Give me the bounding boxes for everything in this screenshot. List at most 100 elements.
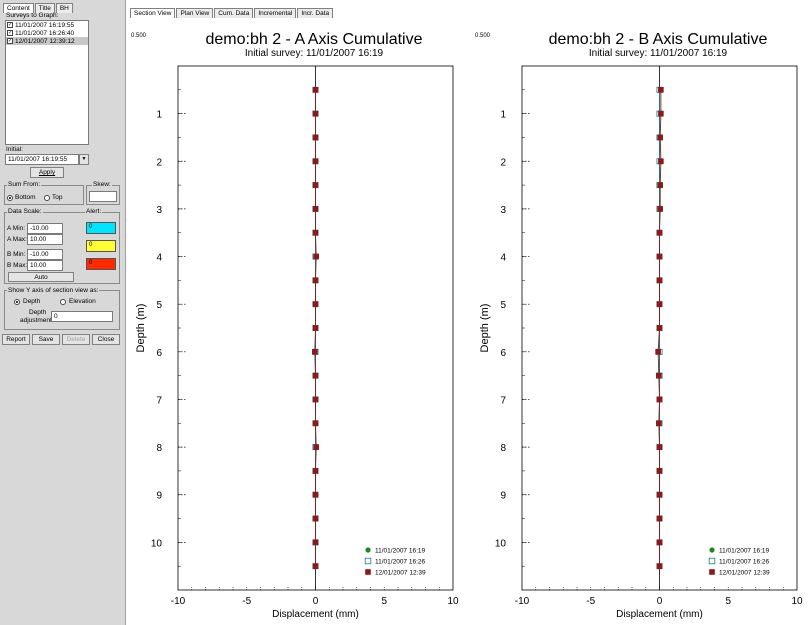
left-tab-row: Content Title BH <box>3 3 74 13</box>
report-button[interactable]: Report <box>2 334 30 345</box>
b-max-input[interactable]: 10.00 <box>27 260 63 271</box>
y-tick-label: 10 <box>495 538 507 549</box>
view-tab-bar: Section View Plan View Cum. Data Increme… <box>127 0 812 18</box>
y-tick-label: 4 <box>156 253 162 264</box>
y-tick-label: 2 <box>500 157 506 168</box>
legend-label: 12/01/2007 12:39 <box>719 570 770 577</box>
tab-cum-data[interactable]: Cum. Data <box>214 8 254 18</box>
a-max-input[interactable]: 10.00 <box>27 234 63 245</box>
chart-title: demo:bh 2 - A Axis Cumulative <box>206 31 423 48</box>
y-tick-label: 3 <box>500 205 506 216</box>
delete-button[interactable]: Delete <box>62 334 90 345</box>
data-point <box>656 325 663 331</box>
data-point <box>313 253 319 260</box>
x-tick-label: 10 <box>447 596 459 607</box>
y-tick-label: 5 <box>156 300 162 311</box>
checkbox-icon[interactable]: ✓ <box>7 22 13 28</box>
x-tick-label: -10 <box>171 596 186 607</box>
survey-item-3[interactable]: ✓ 12/01/2007 12:39:12 <box>6 37 88 45</box>
tab-section-view[interactable]: Section View <box>130 8 176 18</box>
data-point <box>312 206 319 212</box>
legend-marker <box>365 547 371 553</box>
survey-item-label: 11/01/2007 16:19:55 <box>15 21 75 29</box>
alert-label: Alert: <box>85 208 103 216</box>
data-point <box>312 325 319 331</box>
y-tick-label: 6 <box>500 348 506 359</box>
depth-adjustment-input[interactable]: 0 <box>51 311 113 322</box>
chart-title: demo:bh 2 - B Axis Cumulative <box>549 31 768 48</box>
sum-from-bottom-radio[interactable] <box>7 195 13 201</box>
x-tick-label: 10 <box>791 596 803 607</box>
data-point <box>312 182 319 188</box>
surveys-list[interactable]: ✓ 11/01/2007 16:19:55 ✓ 11/01/2007 16:26… <box>5 20 89 145</box>
y-tick-label: 2 <box>156 157 162 168</box>
tab-content[interactable]: Content <box>3 3 34 13</box>
b-min-input[interactable]: -10.00 <box>27 249 63 260</box>
close-button[interactable]: Close <box>92 334 120 345</box>
y-tick-label: 3 <box>156 205 162 216</box>
data-point <box>658 158 664 165</box>
data-point <box>312 349 318 355</box>
alert-level-2[interactable]: 0 <box>86 240 116 252</box>
data-point <box>312 301 319 307</box>
corner-label: 0.500 <box>131 33 147 39</box>
checkbox-icon[interactable]: ✓ <box>7 30 13 36</box>
y-tick-label: 6 <box>156 348 162 359</box>
legend-marker <box>365 569 371 575</box>
depth-adjustment-label-1: Depth <box>29 309 47 316</box>
data-point <box>657 182 663 188</box>
tab-incremental[interactable]: Incremental <box>254 8 297 18</box>
chevron-down-icon[interactable]: ▼ <box>79 154 89 165</box>
y-tick-label: 8 <box>500 443 506 454</box>
apply-button[interactable]: Apply <box>30 167 64 178</box>
a-min-input[interactable]: -10.00 <box>27 223 63 234</box>
data-point <box>656 563 663 569</box>
x-axis-label: Displacement (mm) <box>272 609 359 620</box>
x-tick-label: -5 <box>242 596 251 607</box>
sum-from-label: Sum From: <box>7 181 42 189</box>
chart-b-axis: 0.500 demo:bh 2 - B Axis CumulativeInitia… <box>475 31 803 620</box>
data-point <box>656 539 663 546</box>
b-max-label: B Max: <box>7 262 28 269</box>
tab-bh[interactable]: BH <box>55 3 73 13</box>
y-tick-label: 7 <box>500 395 506 406</box>
y-axis-elevation-radio[interactable] <box>60 299 66 305</box>
legend-label: 12/01/2007 12:39 <box>375 570 426 577</box>
data-point <box>312 372 319 379</box>
surveys-label: Surveys to Graph: <box>6 12 59 19</box>
data-point <box>656 491 663 498</box>
tab-incr-data[interactable]: Incr. Data <box>297 8 334 18</box>
checkbox-icon[interactable]: ✓ <box>7 38 13 44</box>
y-tick-label: 1 <box>500 110 506 121</box>
y-axis-elevation-label: Elevation <box>69 298 96 305</box>
x-axis-label: Displacement (mm) <box>616 609 703 620</box>
save-button[interactable]: Save <box>32 334 60 345</box>
auto-button[interactable]: Auto <box>8 272 74 282</box>
data-point <box>656 277 663 284</box>
data-point <box>658 110 664 117</box>
y-axis-depth-radio[interactable] <box>14 299 20 305</box>
tab-plan-view[interactable]: Plan View <box>176 8 214 18</box>
y-tick-label: 4 <box>500 253 506 264</box>
alert-level-1[interactable]: 0 <box>86 222 116 234</box>
data-scale-label: Data Scale: <box>7 208 43 216</box>
data-point <box>312 134 319 141</box>
y-tick-label: 10 <box>151 538 163 549</box>
sum-from-top-radio[interactable] <box>44 195 50 201</box>
skew-input[interactable] <box>89 191 117 202</box>
survey-item-2[interactable]: ✓ 11/01/2007 16:26:40 <box>6 29 88 37</box>
data-point <box>312 396 319 403</box>
y-axis-depth-label: Depth <box>23 298 41 305</box>
data-point <box>656 396 663 403</box>
data-point <box>658 87 664 93</box>
tab-title[interactable]: Title <box>34 3 55 13</box>
b-min-label: B Min: <box>7 251 26 258</box>
data-point <box>656 444 663 450</box>
data-point <box>655 349 661 355</box>
survey-item-1[interactable]: ✓ 11/01/2007 16:19:55 <box>6 21 88 29</box>
initial-select[interactable]: 11/01/2007 16:19:55 <box>5 154 79 165</box>
y-tick-label: 5 <box>500 300 506 311</box>
alert-level-3[interactable]: 0 <box>86 258 116 270</box>
legend-marker <box>709 547 715 553</box>
x-tick-label: 0 <box>657 596 663 607</box>
